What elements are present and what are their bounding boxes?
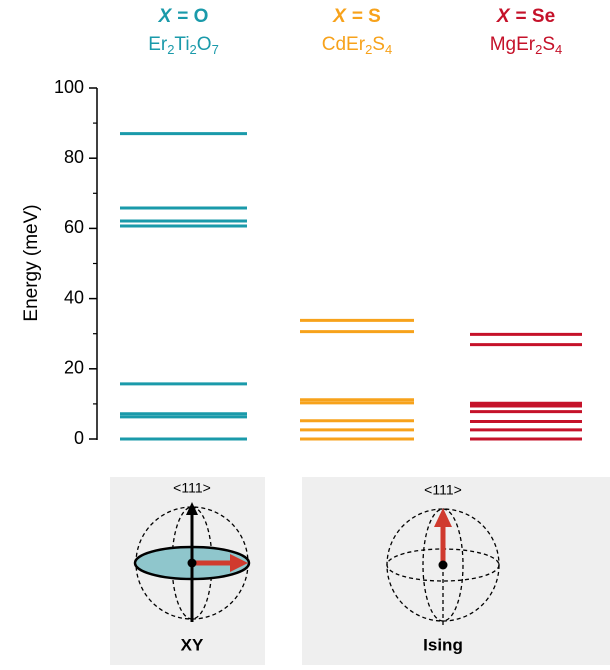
formula-part: 2 xyxy=(167,42,174,57)
y-tick-label: 100 xyxy=(54,77,84,97)
series-header: X = Se xyxy=(496,6,555,27)
formula-part: 4 xyxy=(555,42,562,57)
series-header: X = S xyxy=(332,6,381,27)
formula-part: 2 xyxy=(535,42,542,57)
formula-part: Ti xyxy=(174,34,189,55)
formula-part: 2 xyxy=(365,42,372,57)
arrow-head xyxy=(434,508,452,527)
arrow-head xyxy=(186,502,198,515)
y-axis-label: Energy (meV) xyxy=(21,204,42,321)
y-tick-label: 80 xyxy=(64,147,84,167)
arrow-head xyxy=(230,554,248,572)
formula-part: Er xyxy=(148,34,168,55)
panel-bg xyxy=(302,477,610,665)
formula-part: S xyxy=(542,34,555,55)
axis-label: <111> xyxy=(424,482,462,498)
y-tick-label: 40 xyxy=(64,287,84,307)
atom xyxy=(438,560,448,570)
series-formula: MgEr2S4 xyxy=(490,34,563,57)
series-formula: CdEr2S4 xyxy=(322,34,392,57)
axis-label: <111> xyxy=(173,480,211,496)
series-rest: = Se xyxy=(516,6,556,27)
formula-part: S xyxy=(372,34,385,55)
series-header: X = O xyxy=(158,6,209,27)
formula-part: 7 xyxy=(212,42,219,57)
series-formula: Er2Ti2O7 xyxy=(148,34,219,57)
series-rest: = O xyxy=(177,6,208,27)
atom xyxy=(187,558,197,568)
y-tick-label: 60 xyxy=(64,217,84,237)
series-symbol: X xyxy=(332,6,347,27)
y-tick-label: 0 xyxy=(74,428,84,448)
panel-label: XY xyxy=(181,635,204,654)
panel-label: Ising xyxy=(423,635,463,654)
formula-part: 4 xyxy=(385,42,392,57)
series-symbol: X xyxy=(496,6,511,27)
series-symbol: X xyxy=(158,6,173,27)
formula-part: MgEr xyxy=(490,34,536,55)
series-rest: = S xyxy=(352,6,381,27)
y-tick-label: 20 xyxy=(64,358,84,378)
formula-part: O xyxy=(197,34,212,55)
formula-part: 2 xyxy=(190,42,197,57)
formula-part: CdEr xyxy=(322,34,366,55)
